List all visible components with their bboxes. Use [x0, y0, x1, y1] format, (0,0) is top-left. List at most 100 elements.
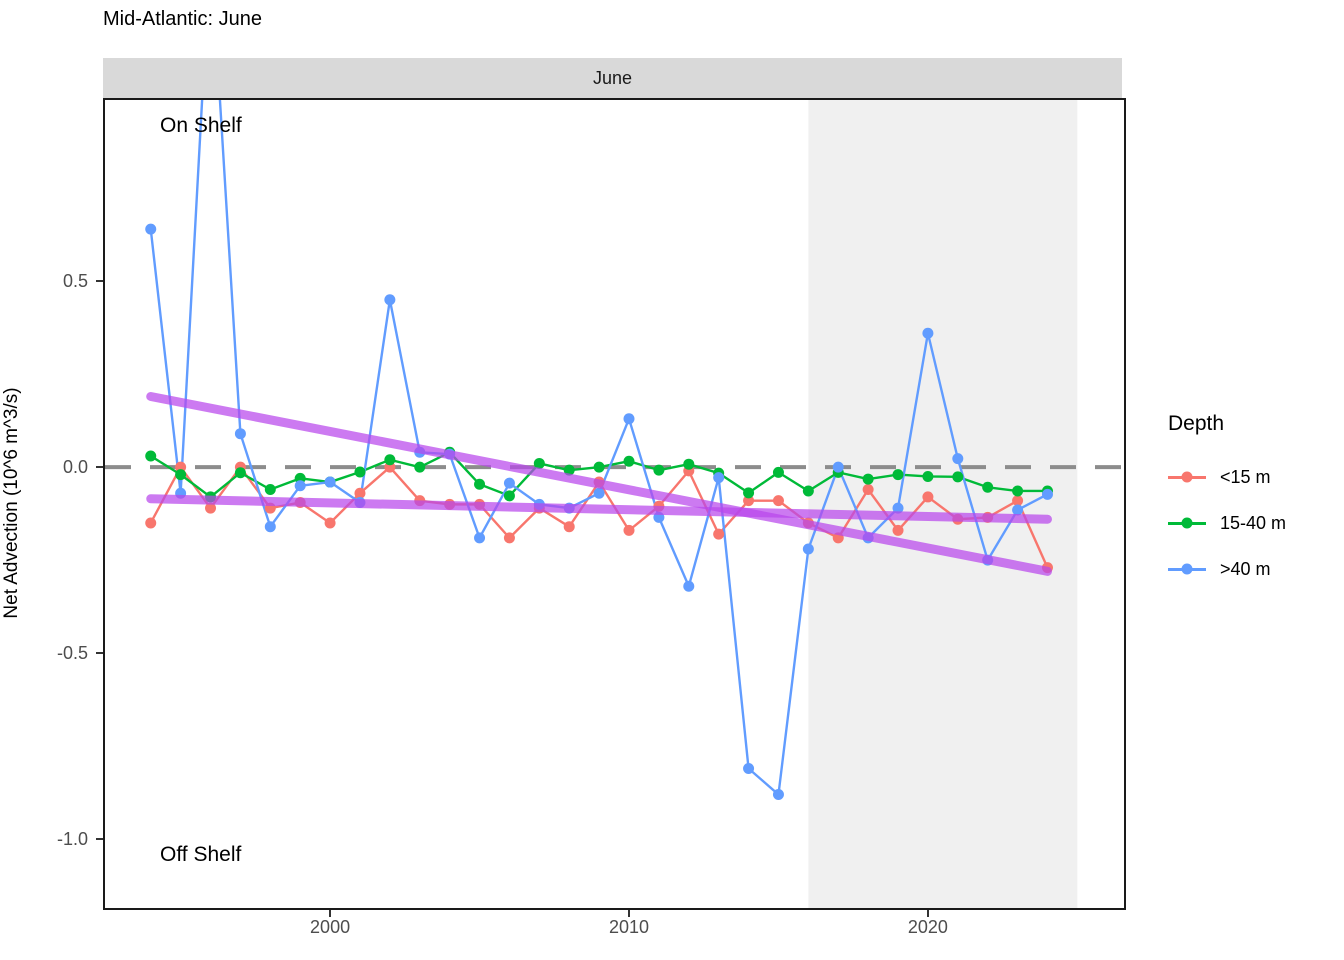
legend-item-15-40-m: 15-40 m	[1168, 500, 1286, 546]
y-tick-label: 0.5	[62, 271, 88, 292]
data-point--40-m	[1012, 504, 1024, 516]
data-point--15-m	[1012, 495, 1024, 507]
data-point-15-40-m	[623, 455, 635, 467]
data-point-15-40-m	[922, 470, 934, 482]
y-tick-label: -0.5	[56, 643, 88, 664]
data-point-15-40-m	[474, 478, 486, 490]
y-tick-label: 0.0	[62, 457, 88, 478]
y-axis-title: Net Advection (10^6 m^3/s)	[1, 387, 22, 619]
data-point--15-m	[922, 491, 934, 503]
data-point--15-m	[324, 517, 336, 529]
data-point--40-m	[713, 472, 725, 484]
x-tick-mark	[926, 910, 929, 917]
chart-title: Mid-Atlantic: June	[103, 8, 262, 30]
annotation-off-shelf: Off Shelf	[160, 843, 242, 866]
data-point--15-m	[743, 495, 755, 507]
data-point--40-m	[683, 580, 695, 592]
legend-item--15-m: <15 m	[1168, 454, 1286, 500]
legend-title: Depth	[1168, 412, 1225, 435]
data-point--40-m	[474, 532, 486, 544]
data-point-15-40-m	[563, 464, 575, 476]
x-tick-label: 2000	[310, 917, 351, 937]
plot-panel: On Shelf Off Shelf	[103, 98, 1126, 910]
data-point-15-40-m	[414, 461, 426, 473]
data-point-15-40-m	[533, 457, 545, 469]
data-point-15-40-m	[802, 485, 814, 497]
y-tick-mark	[96, 652, 103, 655]
data-point--40-m	[324, 476, 336, 488]
data-point--15-m	[354, 487, 366, 499]
data-point--15-m	[145, 517, 157, 529]
data-point-15-40-m	[384, 454, 396, 466]
legend-key-dot	[1181, 517, 1193, 529]
legend-item--40-m: >40 m	[1168, 546, 1286, 592]
shaded-region	[808, 100, 1078, 908]
data-point--40-m	[772, 789, 784, 801]
legend-key-icon	[1168, 562, 1206, 576]
data-point-15-40-m	[264, 483, 276, 495]
data-point--40-m	[952, 453, 964, 465]
data-point--40-m	[264, 521, 276, 533]
legend-item-label: 15-40 m	[1220, 512, 1287, 533]
data-point--40-m	[384, 294, 396, 306]
y-tick-label: -1.0	[56, 829, 88, 850]
data-point--40-m	[832, 461, 844, 473]
y-tick-mark	[96, 466, 103, 469]
data-point--40-m	[623, 413, 635, 425]
legend-key-dot	[1181, 471, 1193, 483]
data-point-15-40-m	[892, 469, 904, 481]
data-point--15-m	[862, 483, 874, 495]
data-point--40-m	[503, 477, 515, 489]
data-point--40-m	[593, 487, 605, 499]
data-point-15-40-m	[653, 464, 665, 476]
data-point-15-40-m	[772, 466, 784, 478]
data-point--40-m	[145, 223, 157, 235]
data-point-15-40-m	[145, 450, 157, 462]
data-point--40-m	[922, 327, 934, 339]
data-point-15-40-m	[1012, 485, 1024, 497]
legend-key-dot	[1181, 563, 1193, 575]
data-point--15-m	[205, 502, 217, 514]
y-tick-mark	[96, 280, 103, 283]
data-point--40-m	[1041, 488, 1053, 500]
data-point--40-m	[743, 762, 755, 774]
data-point-15-40-m	[234, 467, 246, 479]
x-tick-label: 2020	[907, 917, 948, 937]
data-point-15-40-m	[354, 466, 366, 478]
data-point--40-m	[892, 502, 904, 514]
data-point--40-m	[294, 480, 306, 492]
facet-label: June	[592, 67, 633, 88]
data-point-15-40-m	[683, 458, 695, 470]
data-point-15-40-m	[952, 471, 964, 483]
legend-item-label: <15 m	[1220, 466, 1271, 487]
legend: Depth <15 m 15-40 m >40 m	[1168, 412, 1286, 592]
x-tick-mark	[627, 910, 630, 917]
data-point--40-m	[234, 428, 246, 440]
data-point--15-m	[772, 495, 784, 507]
data-point--15-m	[713, 528, 725, 540]
legend-item-label: >40 m	[1220, 558, 1271, 579]
data-point--15-m	[563, 521, 575, 533]
data-point-15-40-m	[175, 469, 187, 481]
legend-key-icon	[1168, 516, 1206, 530]
x-tick-label: 2010	[608, 917, 649, 937]
data-point--40-m	[802, 543, 814, 555]
data-point--15-m	[503, 532, 515, 544]
legend-key-icon	[1168, 470, 1206, 484]
data-point-15-40-m	[593, 461, 605, 473]
data-point-15-40-m	[862, 473, 874, 485]
data-point-15-40-m	[743, 487, 755, 499]
trend-line--15-m	[146, 494, 1052, 524]
trend-line--40-m	[146, 391, 1052, 576]
x-tick-mark	[329, 910, 332, 917]
data-point-15-40-m	[503, 490, 515, 502]
y-tick-mark	[96, 838, 103, 841]
annotation-on-shelf: On Shelf	[160, 114, 242, 137]
data-point--15-m	[623, 524, 635, 536]
plot-canvas	[105, 100, 1124, 908]
facet-strip: June	[103, 58, 1122, 98]
legend-items: <15 m 15-40 m >40 m	[1168, 454, 1286, 592]
data-point-15-40-m	[982, 481, 994, 493]
data-point--15-m	[892, 524, 904, 536]
